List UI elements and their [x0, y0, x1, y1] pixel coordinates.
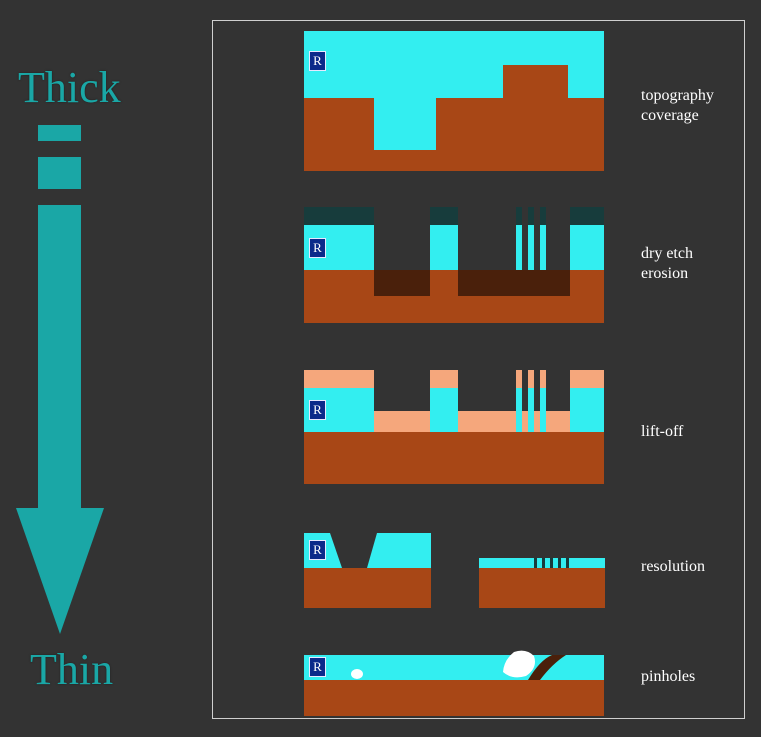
resolution-line: [566, 558, 569, 568]
resolution-line: [550, 558, 553, 568]
resist-badge: R: [309, 657, 326, 677]
resist-block: [430, 388, 458, 432]
label-line: dry etch: [641, 245, 693, 262]
substrate-right: [479, 568, 605, 608]
metal-on-resist: [516, 370, 522, 388]
pinhole-defect: [528, 655, 566, 680]
row-label-topography-coverage: topography coverage: [641, 86, 714, 126]
resist-badge: R: [309, 540, 326, 560]
row-dry-etch-erosion: [304, 207, 604, 323]
resist-line: [540, 388, 546, 432]
row-lift-off: [304, 370, 604, 484]
row-resolution: [304, 533, 605, 608]
etch-mask: [540, 207, 546, 225]
resist-line: [516, 225, 522, 270]
label-line: resolution: [641, 558, 705, 575]
substrate-left: [304, 568, 431, 608]
row-label-pinholes: pinholes: [641, 667, 695, 687]
etch-mask: [570, 207, 604, 225]
thick-label: Thick: [18, 63, 121, 112]
resolution-line: [542, 558, 545, 568]
metal-on-resist: [570, 370, 604, 388]
resist-badge: R: [309, 51, 326, 71]
metal-on-resist: [540, 370, 546, 388]
etch-mask: [516, 207, 522, 225]
resist-line: [528, 225, 534, 270]
thin-label: Thin: [30, 645, 114, 694]
metal-on-resist: [528, 370, 534, 388]
substrate: [304, 680, 604, 716]
row-label-dry-etch-erosion: dry etch erosion: [641, 244, 693, 284]
etch-mask: [304, 207, 374, 225]
diagram-panel: [212, 20, 745, 719]
resist-right: [367, 533, 431, 568]
row-label-resolution: resolution: [641, 557, 705, 577]
label-line: lift-off: [641, 423, 684, 440]
arrow-head: [16, 508, 104, 634]
resist-block: [430, 225, 458, 270]
metal-in-gap: [458, 411, 570, 432]
metal-on-resist: [304, 370, 374, 388]
label-line: erosion: [641, 265, 689, 282]
metal-on-resist: [430, 370, 458, 388]
arrow-dash-middle: [38, 157, 81, 189]
label-line: topography: [641, 87, 714, 104]
label-line: coverage: [641, 107, 699, 124]
substrate: [304, 432, 604, 484]
substrate-topography: [304, 65, 604, 171]
row-label-lift-off: lift-off: [641, 422, 683, 442]
particle: [503, 650, 535, 678]
resist-line: [528, 388, 534, 432]
resist-badge: R: [309, 400, 326, 420]
resolution-line: [558, 558, 561, 568]
row-pinholes: [304, 650, 604, 716]
particle-small: [351, 669, 363, 679]
resist-badge: R: [309, 238, 326, 258]
resist-block: [570, 225, 604, 270]
arrow-dash-top: [38, 125, 81, 141]
resist-line: [540, 225, 546, 270]
resist-line: [516, 388, 522, 432]
metal-in-gap: [374, 411, 430, 432]
resist-block: [570, 388, 604, 432]
etch-mask: [528, 207, 534, 225]
etch-mask: [430, 207, 458, 225]
label-line: pinholes: [641, 668, 696, 685]
resolution-line: [534, 558, 537, 568]
arrow-shaft: [38, 205, 81, 508]
etched-recess: [458, 270, 570, 296]
row-topography-coverage: [304, 31, 604, 171]
etched-recess: [374, 270, 430, 296]
